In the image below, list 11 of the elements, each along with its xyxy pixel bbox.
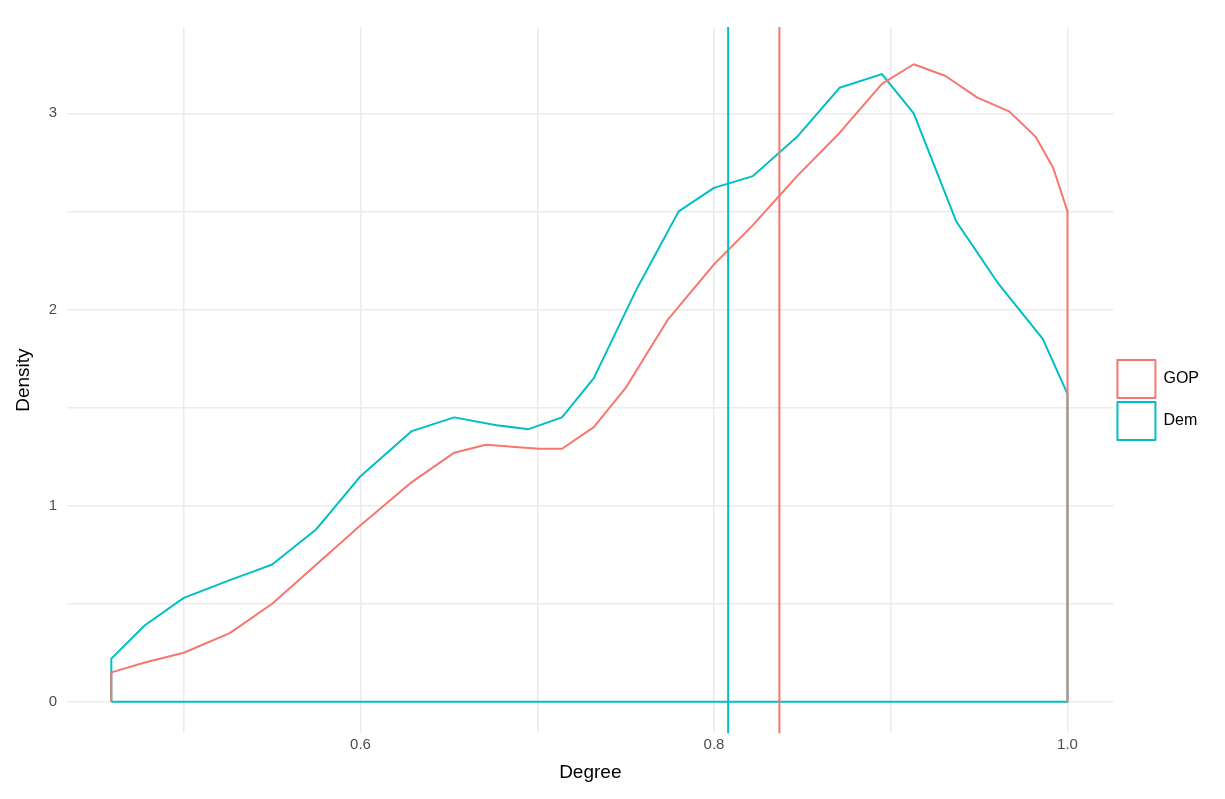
y-tick-label: 0 (48, 691, 58, 709)
x-tick-label: 0.8 (703, 735, 725, 753)
legend-label: Dem (1163, 411, 1198, 429)
x-tick-label: 1.0 (1057, 735, 1078, 753)
x-axis-title: Degree (559, 760, 622, 782)
y-tick-label: 3 (48, 103, 58, 121)
y-tick-label: 2 (48, 299, 58, 317)
y-axis-title: Density (11, 347, 33, 412)
y-tick-label: 1 (48, 495, 58, 513)
legend-label: GOP (1163, 369, 1199, 387)
x-tick-label: 0.6 (350, 735, 371, 753)
